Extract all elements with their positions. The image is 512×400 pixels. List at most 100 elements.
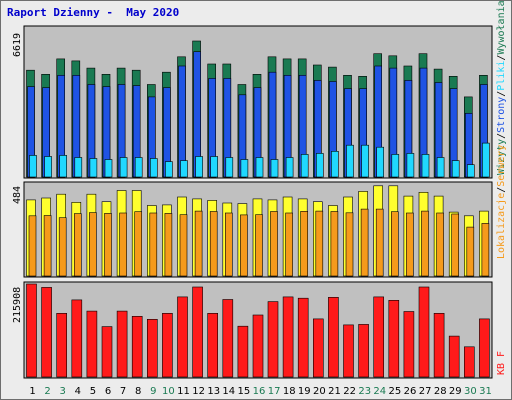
- x-tick-label: 9: [150, 386, 156, 397]
- kb-bar: [312, 318, 324, 378]
- servers-bar: [300, 211, 309, 277]
- files-bar: [451, 160, 460, 178]
- legend-item: Lokalizacje: [496, 193, 507, 259]
- servers-bar: [89, 212, 97, 277]
- files-bar: [240, 159, 249, 178]
- x-tick-label: 1: [29, 386, 35, 397]
- servers-bar: [134, 211, 142, 277]
- x-tick-label: 25: [389, 386, 402, 397]
- files-bar: [255, 157, 264, 178]
- files-bar: [270, 159, 279, 178]
- legend-item: Wizyty: [496, 139, 507, 175]
- legend-item: /: [496, 55, 507, 61]
- servers-bar: [270, 211, 278, 277]
- chart-title: Raport Dzienny - May 2020: [7, 6, 180, 19]
- kb-bar: [328, 296, 339, 378]
- files-bar: [225, 157, 234, 178]
- middle-legend-text: Lokalizacje/Serwery: [496, 145, 507, 259]
- kb-bar: [207, 312, 218, 378]
- servers-bar: [330, 211, 339, 277]
- legend-item: /: [496, 91, 507, 97]
- files-bar: [482, 142, 490, 178]
- kb-bar: [86, 310, 98, 378]
- files-bar: [89, 158, 98, 178]
- kb-bar: [267, 301, 279, 378]
- x-tick-label: 28: [434, 386, 447, 397]
- middle-ymax-label: 484: [12, 186, 23, 204]
- top-legend-text: Wizyty/Strony/Pliki/Wywołania: [496, 1, 507, 175]
- middle-legend: Lokalizacje/Serwery: [496, 145, 507, 259]
- files-bar: [59, 155, 68, 178]
- kb-bar: [297, 297, 309, 378]
- kb-bar: [252, 314, 264, 378]
- x-tick-label: 23: [358, 386, 371, 397]
- files-bar: [119, 157, 128, 178]
- x-tick-label: 19: [298, 386, 311, 397]
- servers-bar: [104, 213, 112, 277]
- x-tick-label: 8: [135, 386, 141, 397]
- kb-bar: [463, 346, 475, 378]
- servers-bar: [179, 214, 188, 277]
- legend-item: /: [496, 187, 507, 193]
- servers-bar: [345, 212, 354, 277]
- files-bar: [346, 144, 354, 178]
- servers-bar: [360, 208, 369, 277]
- x-tick-label: 15: [238, 386, 251, 397]
- files-bar: [361, 144, 369, 178]
- top-bars: [26, 40, 490, 178]
- legend-item: Serwery: [496, 145, 507, 187]
- files-bar: [436, 157, 445, 178]
- files-bar: [195, 156, 203, 178]
- servers-bar: [209, 211, 218, 277]
- kb-bar: [147, 318, 158, 378]
- kb-bar: [373, 296, 385, 378]
- x-tick-label: 13: [207, 386, 220, 397]
- x-tick-label: 21: [328, 386, 341, 397]
- files-bar: [180, 160, 188, 178]
- files-bar: [331, 151, 339, 178]
- servers-bar: [481, 223, 490, 277]
- x-tick-label: 17: [268, 386, 281, 397]
- servers-bar: [194, 210, 203, 277]
- kb-bar: [479, 318, 490, 378]
- files-bar: [150, 158, 158, 178]
- servers-bar: [43, 215, 52, 277]
- kb-bar: [177, 296, 188, 378]
- files-bar: [285, 157, 294, 178]
- x-tick-label: 12: [192, 386, 205, 397]
- kb-bar: [71, 299, 83, 378]
- x-tick-label: 5: [90, 386, 96, 397]
- servers-bar: [315, 210, 324, 277]
- kb-bar: [222, 299, 234, 378]
- servers-bar: [406, 212, 414, 277]
- x-tick-label: 20: [313, 386, 326, 397]
- servers-bar: [390, 211, 399, 277]
- x-tick-label: 16: [253, 386, 266, 397]
- x-tick-label: 11: [177, 386, 190, 397]
- top-legend: Wizyty/Strony/Pliki/Wywołania: [496, 1, 507, 175]
- legend-item: KB F: [496, 351, 507, 375]
- x-tick-label: 26: [404, 386, 417, 397]
- servers-bar: [149, 212, 158, 277]
- kb-bar: [448, 335, 460, 378]
- top-ymax-label: 6619: [12, 33, 23, 57]
- kb-bar: [343, 324, 354, 378]
- servers-bar: [225, 212, 233, 277]
- kb-bar: [388, 299, 400, 378]
- servers-bar: [436, 212, 444, 277]
- servers-bar: [74, 213, 82, 277]
- files-bar: [391, 154, 400, 178]
- kb-bar: [433, 312, 445, 378]
- x-tick-label: 4: [75, 386, 81, 397]
- kb-bar: [162, 312, 173, 378]
- legend-item: Strony: [496, 97, 507, 133]
- servers-bar: [58, 217, 67, 277]
- legend-item: /: [496, 133, 507, 139]
- legend-item: Wywołania: [496, 1, 507, 55]
- kb-bar: [41, 287, 52, 378]
- kb-bar: [26, 283, 37, 378]
- files-bar: [210, 156, 218, 178]
- x-tick-label: 7: [120, 386, 126, 397]
- files-bar: [315, 153, 324, 178]
